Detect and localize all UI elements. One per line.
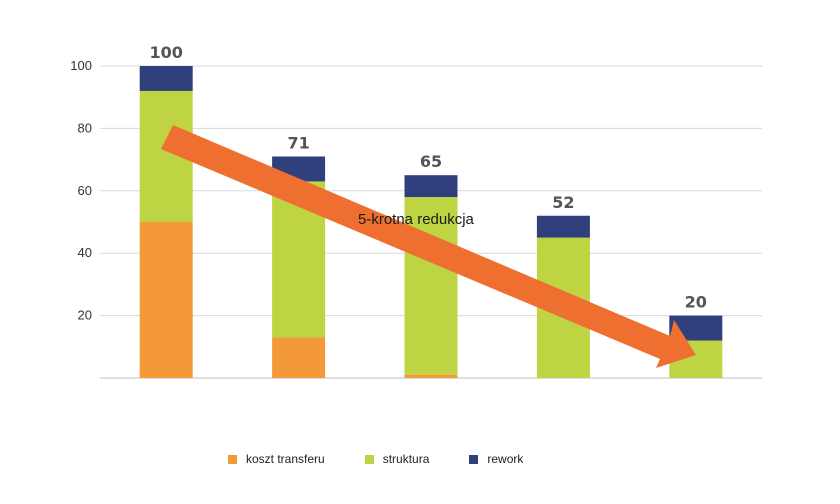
- total-labels: 100 71 65 52 20: [149, 43, 706, 312]
- reduction-arrow: [161, 125, 696, 368]
- legend-item-koszt-transferu: koszt transferu: [228, 452, 325, 466]
- stacked-bar-chart: 20 40 60 80 100 100 71 65 52 20 5-krotna redukcj…: [70, 43, 762, 379]
- bar-segment-rework: [404, 175, 458, 198]
- legend-label: koszt transferu: [246, 452, 325, 466]
- bar-segment-koszt-transferu: [139, 222, 193, 378]
- bar-segment-struktura: [404, 197, 458, 375]
- legend-item-rework: rework: [469, 452, 523, 466]
- bar-segment-rework: [536, 215, 590, 238]
- bar-segment-koszt-transferu: [272, 337, 326, 378]
- bar-total-label: 52: [552, 193, 574, 212]
- legend-item-struktura: struktura: [364, 452, 430, 466]
- bar-segment-koszt-transferu: [404, 374, 458, 378]
- bar-total-label: 100: [149, 43, 182, 62]
- legend: koszt transferu struktura rework: [228, 452, 523, 466]
- y-tick-label: 100: [70, 58, 92, 73]
- legend-swatch: [364, 454, 374, 464]
- legend-swatch: [469, 454, 479, 464]
- bar-total-label: 65: [420, 152, 442, 171]
- bar-total-label: 20: [685, 293, 707, 312]
- y-tick-label: 20: [78, 308, 92, 323]
- legend-swatch: [228, 454, 237, 464]
- legend-label: rework: [487, 452, 524, 466]
- y-tick-label: 60: [78, 183, 92, 198]
- y-axis: 20 40 60 80 100: [70, 58, 92, 323]
- legend-label: struktura: [382, 452, 430, 466]
- y-tick-label: 80: [78, 120, 92, 135]
- reduction-annotation: 5-krotna redukcja: [358, 211, 475, 228]
- y-tick-label: 40: [78, 245, 92, 260]
- bar-total-label: 71: [287, 133, 309, 152]
- bar-segment-rework: [139, 66, 193, 91]
